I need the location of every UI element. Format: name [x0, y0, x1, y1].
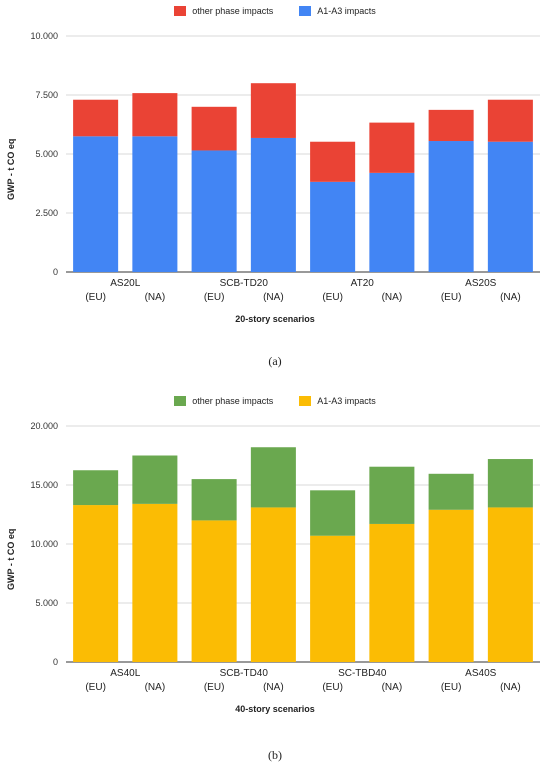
bar-other	[191, 106, 237, 151]
legend: other phase impacts A1-A3 impacts	[0, 6, 550, 16]
bar-a1a3	[132, 136, 178, 272]
x-group-label: AS20S	[465, 278, 496, 289]
legend-swatch-other	[174, 396, 187, 406]
bar-other	[487, 459, 533, 508]
x-group-label: AT20	[351, 278, 375, 289]
x-axis-label: 40-story scenarios	[235, 704, 315, 714]
bar-other	[369, 122, 415, 173]
x-group-label: AS40S	[465, 668, 496, 679]
legend-label-a1a3: A1-A3 impacts	[317, 396, 376, 406]
bar-other	[369, 466, 415, 524]
x-axis-label: 20-story scenarios	[235, 314, 315, 324]
y-tick-label: 0	[53, 267, 58, 277]
bar-a1a3	[250, 137, 296, 272]
legend-label-a1a3: A1-A3 impacts	[317, 6, 376, 16]
x-group-label: AS40L	[110, 668, 140, 679]
y-tick-label: 7.500	[35, 90, 58, 100]
y-tick-label: 2.500	[35, 208, 58, 218]
bar-a1a3	[132, 503, 178, 662]
bar-a1a3	[487, 507, 533, 662]
y-tick-label: 5.000	[35, 598, 58, 608]
legend-swatch-other	[174, 6, 187, 16]
y-tick-label: 0	[53, 657, 58, 667]
chart-a: other phase impacts A1-A3 impacts GWP - …	[0, 0, 550, 340]
bar-other	[250, 447, 296, 508]
bar-a1a3	[369, 172, 415, 272]
bar-a1a3	[250, 507, 296, 662]
x-region-label: (NA)	[500, 292, 521, 303]
x-group-label: SCB-TD20	[220, 278, 269, 289]
bar-other	[132, 93, 178, 137]
x-region-label: (EU)	[441, 292, 462, 303]
x-group-label: SCB-TD40	[220, 668, 269, 679]
x-region-label: (NA)	[500, 682, 521, 693]
caption-a: (a)	[268, 354, 282, 368]
bar-other	[132, 455, 178, 504]
x-group-label: AS20L	[110, 278, 140, 289]
y-tick-label: 5.000	[35, 149, 58, 159]
legend-item-a1a3: A1-A3 impacts	[299, 6, 376, 16]
legend-swatch-a1a3	[299, 6, 312, 16]
bar-other	[73, 470, 119, 506]
legend-swatch-a1a3	[299, 396, 312, 406]
y-tick-label: 20.000	[30, 421, 58, 431]
bar-a1a3	[310, 181, 356, 272]
x-region-label: (EU)	[204, 682, 225, 693]
y-tick-label: 10.000	[30, 539, 58, 549]
bar-a1a3	[191, 520, 237, 662]
x-region-label: (EU)	[322, 292, 343, 303]
bar-a1a3	[73, 136, 119, 272]
x-region-label: (NA)	[263, 682, 284, 693]
bar-other	[428, 109, 474, 142]
legend-item-other: other phase impacts	[174, 396, 273, 406]
plot-area: 0 5.000 10.000 15.000 20.000 AS40L SCB-TD40 SC-…	[30, 421, 540, 693]
bar-a1a3	[310, 535, 356, 662]
x-region-label: (EU)	[85, 682, 106, 693]
bar-other	[310, 141, 356, 182]
legend: other phase impacts A1-A3 impacts	[0, 396, 550, 406]
bar-a1a3	[428, 141, 474, 272]
chart-b: other phase impacts A1-A3 impacts GWP - …	[0, 390, 550, 730]
bar-a1a3	[73, 505, 119, 662]
x-region-label: (EU)	[322, 682, 343, 693]
legend-item-other: other phase impacts	[174, 6, 273, 16]
x-region-label: (NA)	[263, 292, 284, 303]
plot-area: 0 2.500 5.000 7.500 10.000 AS20L SCB-TD20 AT20 A…	[30, 31, 540, 303]
x-region-label: (NA)	[382, 292, 403, 303]
x-region-label: (EU)	[85, 292, 106, 303]
bar-other	[250, 83, 296, 138]
x-region-label: (EU)	[204, 292, 225, 303]
bar-a1a3	[191, 150, 237, 272]
bar-other	[310, 490, 356, 536]
bar-other	[191, 479, 237, 521]
bar-a1a3	[487, 141, 533, 272]
x-region-label: (NA)	[145, 292, 166, 303]
x-group-label: SC-TBD40	[338, 668, 387, 679]
x-region-label: (NA)	[145, 682, 166, 693]
legend-label-other: other phase impacts	[192, 396, 274, 406]
bar-a1a3	[428, 509, 474, 662]
bar-other	[73, 99, 119, 137]
bar-a1a3	[369, 523, 415, 662]
x-region-label: (NA)	[382, 682, 403, 693]
legend-label-other: other phase impacts	[192, 6, 274, 16]
legend-item-a1a3: A1-A3 impacts	[299, 396, 376, 406]
y-tick-label: 10.000	[30, 31, 58, 41]
caption-b: (b)	[268, 748, 282, 762]
bar-other	[428, 473, 474, 510]
y-tick-label: 15.000	[30, 480, 58, 490]
bar-other	[487, 99, 533, 142]
x-region-label: (EU)	[441, 682, 462, 693]
